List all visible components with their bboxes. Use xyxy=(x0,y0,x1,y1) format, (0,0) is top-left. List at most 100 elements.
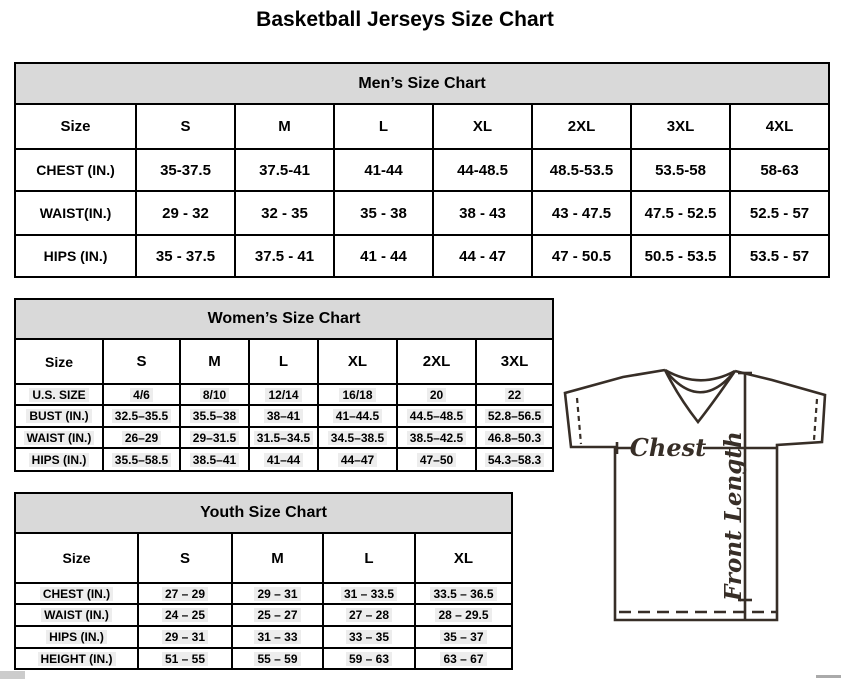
table-cell: 33.5 – 36.5 xyxy=(414,582,513,605)
table-cell: 38–41 xyxy=(248,404,319,428)
table-row: CHEST (IN.) 35-37.5 37.5-41 41-44 44-48.… xyxy=(14,148,831,192)
col-header: S xyxy=(102,338,181,385)
collar-rib-2 xyxy=(663,369,737,394)
table-row: HIPS (IN.) 35 - 37.5 37.5 - 41 41 - 44 4… xyxy=(14,234,831,278)
table-row: HIPS (IN.) 35.5–58.5 38.5–41 41–44 44–47… xyxy=(14,447,555,472)
table-row: CHEST (IN.) 27 – 29 29 – 31 31 – 33.5 33… xyxy=(14,582,513,605)
table-cell: 12/14 xyxy=(248,383,319,406)
col-header: 3XL xyxy=(474,338,555,385)
col-header: S xyxy=(137,532,233,584)
right-sleeve-stitch xyxy=(812,398,819,441)
table-cell: 22 xyxy=(474,383,555,406)
table-cell: 27 – 29 xyxy=(137,582,233,605)
row-label: HEIGHT (IN.) xyxy=(14,647,139,670)
col-header: 4XL xyxy=(728,103,831,150)
jersey-body-outline xyxy=(563,368,827,622)
col-header: M xyxy=(179,338,250,385)
table-cell: 35-37.5 xyxy=(135,148,236,192)
table-cell: 52.8–56.5 xyxy=(474,404,555,428)
mens-size-table: Men’s Size Chart Size S M L XL 2XL 3XL 4… xyxy=(13,62,831,278)
chest-label: Chest xyxy=(630,433,706,462)
table-cell: 16/18 xyxy=(317,383,398,406)
table-cell: 35 - 38 xyxy=(333,190,434,236)
table-cell: 29 - 32 xyxy=(135,190,236,236)
table-cell: 47 - 50.5 xyxy=(531,234,632,278)
left-sleeve-stitch xyxy=(575,397,583,445)
table-cell: 41–44 xyxy=(248,447,319,472)
jersey-measurement-diagram: Chest Front Length xyxy=(563,368,827,622)
table-cell: 34.5–38.5 xyxy=(317,426,398,449)
table-cell: 53.5-58 xyxy=(630,148,731,192)
row-label: WAIST (IN.) xyxy=(14,426,104,449)
table-cell: 20 xyxy=(396,383,477,406)
col-header: L xyxy=(248,338,319,385)
table-cell: 59 – 63 xyxy=(322,647,416,670)
table-cell: 35.5–38 xyxy=(179,404,250,428)
col-header: XL xyxy=(317,338,398,385)
row-label: CHEST (IN.) xyxy=(14,582,139,605)
col-header: M xyxy=(234,103,335,150)
table-cell: 37.5-41 xyxy=(234,148,335,192)
row-label: WAIST (IN.) xyxy=(14,603,139,627)
table-cell: 33 – 35 xyxy=(322,625,416,649)
page-title: Basketball Jerseys Size Chart xyxy=(256,8,554,31)
table-cell: 53.5 - 57 xyxy=(728,234,831,278)
col-header: S xyxy=(135,103,236,150)
table-cell: 35 – 37 xyxy=(414,625,513,649)
table-cell: 51 – 55 xyxy=(137,647,233,670)
table-row: HEIGHT (IN.) 51 – 55 55 – 59 59 – 63 63 … xyxy=(14,647,513,670)
table-row: HIPS (IN.) 29 – 31 31 – 33 33 – 35 35 – … xyxy=(14,625,513,649)
table-cell: 31.5–34.5 xyxy=(248,426,319,449)
table-cell: 48.5-53.5 xyxy=(531,148,632,192)
table-cell: 35 - 37.5 xyxy=(135,234,236,278)
table-cell: 44–47 xyxy=(317,447,398,472)
table-cell: 4/6 xyxy=(102,383,181,406)
col-header: Size xyxy=(14,103,137,150)
table-cell: 63 – 67 xyxy=(414,647,513,670)
table-cell: 44.5–48.5 xyxy=(396,404,477,428)
collar-vneck xyxy=(663,369,737,425)
table-cell: 43 - 47.5 xyxy=(531,190,632,236)
front-length-label: Front Length xyxy=(720,431,747,602)
table-row: WAIST (IN.) 26–29 29–31.5 31.5–34.5 34.5… xyxy=(14,426,555,449)
table-cell: 27 – 28 xyxy=(322,603,416,627)
table-cell: 47.5 - 52.5 xyxy=(630,190,731,236)
table-cell: 41 - 44 xyxy=(333,234,434,278)
table-cell: 31 – 33.5 xyxy=(322,582,416,605)
col-header: XL xyxy=(414,532,513,584)
col-header: Size xyxy=(14,338,104,385)
table-cell: 44 - 47 xyxy=(432,234,533,278)
col-header: 2XL xyxy=(531,103,632,150)
womens-size-table: Women’s Size Chart Size S M L XL 2XL 3XL… xyxy=(13,298,555,472)
table-cell: 38.5–41 xyxy=(179,447,250,472)
table-cell: 47–50 xyxy=(396,447,477,472)
row-label: HIPS (IN.) xyxy=(14,625,139,649)
table-cell: 35.5–58.5 xyxy=(102,447,181,472)
table-cell: 41-44 xyxy=(333,148,434,192)
jersey-outline xyxy=(563,368,827,622)
row-label: WAIST(IN.) xyxy=(14,190,137,236)
section-header-mens: Men’s Size Chart xyxy=(13,62,831,105)
row-label: HIPS (IN.) xyxy=(14,447,104,472)
table-cell: 32.5–35.5 xyxy=(102,404,181,428)
section-header-womens: Women’s Size Chart xyxy=(13,298,555,340)
table-cell: 25 – 27 xyxy=(231,603,324,627)
table-cell: 29–31.5 xyxy=(179,426,250,449)
table-cell: 41–44.5 xyxy=(317,404,398,428)
collar-rib-1 xyxy=(664,368,736,382)
table-cell: 32 - 35 xyxy=(234,190,335,236)
ui-fragment-bottom-right xyxy=(816,675,841,678)
table-row: Size S M L XL 2XL 3XL xyxy=(14,338,555,385)
table-cell: 29 – 31 xyxy=(231,582,324,605)
col-header: L xyxy=(322,532,416,584)
table-cell: 38.5–42.5 xyxy=(396,426,477,449)
table-cell: 26–29 xyxy=(102,426,181,449)
table-cell: 8/10 xyxy=(179,383,250,406)
table-row: Size S M L XL xyxy=(14,532,513,584)
table-row: WAIST (IN.) 24 – 25 25 – 27 27 – 28 28 –… xyxy=(14,603,513,627)
table-row: U.S. SIZE 4/6 8/10 12/14 16/18 20 22 xyxy=(14,383,555,406)
ui-fragment-bottom-left xyxy=(0,671,25,679)
table-cell: 54.3–58.3 xyxy=(474,447,555,472)
col-header: Size xyxy=(14,532,139,584)
table-row: Size S M L XL 2XL 3XL 4XL xyxy=(14,103,831,150)
